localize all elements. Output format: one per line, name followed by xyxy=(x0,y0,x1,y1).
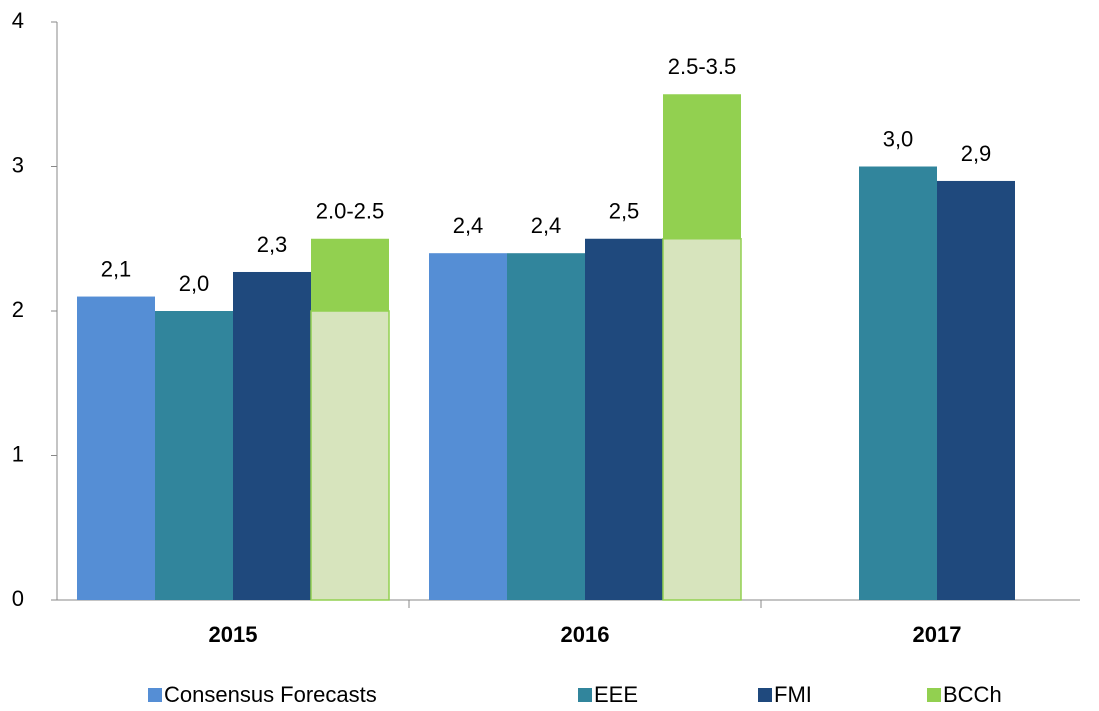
legend-swatch xyxy=(148,688,162,702)
y-tick-label: 1 xyxy=(12,441,24,466)
range-base xyxy=(310,310,390,601)
bar xyxy=(429,253,507,600)
x-tick-label: 2016 xyxy=(561,622,610,647)
legend-label: FMI xyxy=(774,682,812,707)
bar xyxy=(937,180,1015,600)
y-tick-label: 4 xyxy=(12,8,24,33)
legend-label: BCCh xyxy=(943,682,1002,707)
data-label: 2,1 xyxy=(101,256,132,281)
range-bar xyxy=(311,238,389,311)
y-tick-label: 2 xyxy=(12,297,24,322)
legend-swatch xyxy=(927,688,941,702)
y-tick-label: 0 xyxy=(12,586,24,611)
x-tick-label: 2015 xyxy=(209,622,258,647)
data-label: 2.0-2.5 xyxy=(316,199,385,224)
bar xyxy=(859,166,937,600)
range-base xyxy=(662,238,742,601)
data-label: 2,4 xyxy=(531,213,562,238)
data-label: 2,9 xyxy=(961,141,992,166)
data-label: 2.5-3.5 xyxy=(668,54,737,79)
data-label: 2,0 xyxy=(179,271,210,296)
data-label: 2,3 xyxy=(257,232,288,257)
legend-swatch xyxy=(578,688,592,702)
data-label: 2,5 xyxy=(609,199,640,224)
legend-swatch xyxy=(758,688,772,702)
legend-label: EEE xyxy=(594,682,638,707)
data-label: 2,4 xyxy=(453,213,484,238)
x-tick-label: 2017 xyxy=(913,622,962,647)
bar xyxy=(585,238,663,600)
data-label: 3,0 xyxy=(883,126,914,151)
y-tick-label: 3 xyxy=(12,152,24,177)
range-bar xyxy=(663,94,741,239)
bar xyxy=(155,311,233,600)
bar xyxy=(233,271,311,600)
bar xyxy=(77,296,155,600)
legend-label: Consensus Forecasts xyxy=(164,682,377,707)
bar xyxy=(507,253,585,600)
